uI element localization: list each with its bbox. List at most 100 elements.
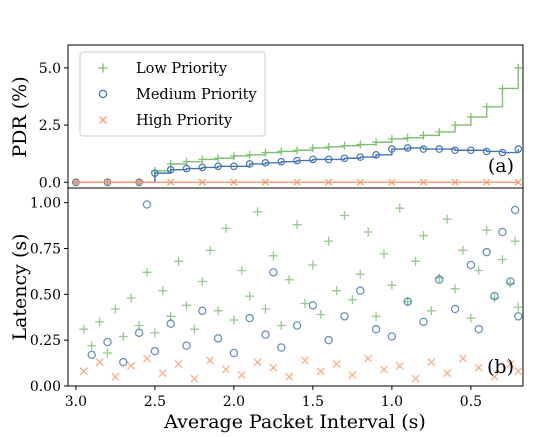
panel-b-xtick-label-1: 2.5 [144, 394, 166, 410]
panel-a-point-1-12 [293, 156, 301, 165]
panel-a-point-0-10 [261, 148, 270, 157]
panel-b-point-0-18 [221, 223, 231, 233]
panel-a-point-0-9 [245, 150, 254, 159]
panel-b-point-0-2 [95, 317, 105, 327]
panel-b-point-1-13 [269, 268, 278, 277]
panel-b-point-0-51 [482, 225, 492, 235]
panel-b-point-0-27 [292, 220, 302, 230]
panel-b-point-2-16 [332, 359, 341, 369]
panel-b-point-2-5 [158, 369, 167, 378]
panel-b-point-0-35 [355, 269, 365, 279]
legend-marker-1 [98, 89, 108, 99]
panel-a-point-1-14 [324, 155, 333, 164]
panel-b-point-2-24 [458, 354, 468, 363]
panel-b-point-0-25 [276, 321, 286, 330]
panel-b-point-0-46 [442, 214, 452, 224]
panel-b-point-0-44 [426, 306, 436, 316]
panel-a-point-0-7 [214, 154, 223, 163]
panel-b-frame [67, 187, 524, 387]
panel-b-point-1-1 [103, 337, 112, 347]
panel-a-point-0-24 [482, 102, 491, 111]
panel-b-xtick-label-3: 1.5 [302, 394, 324, 410]
panel-a-point-1-7 [214, 162, 222, 171]
panel-b-xtick-label-2: 2.0 [223, 394, 245, 410]
panel-a-point-1-17 [372, 151, 380, 159]
panel-a-point-0-5 [182, 157, 191, 166]
panel-b-point-1-0 [87, 350, 96, 360]
panel-a-point-0-23 [466, 113, 475, 122]
panel-b-point-0-16 [205, 245, 215, 255]
panel-b-point-2-8 [206, 356, 215, 365]
panel-b-point-1-14 [277, 343, 286, 352]
panel-a-tag: (a) [488, 155, 514, 177]
legend-label-0: Low Priority [136, 61, 228, 77]
panel-a-point-0-14 [324, 142, 333, 151]
panel-b-point-2-28 [514, 367, 523, 376]
panel-b-point-1-17 [324, 335, 333, 345]
panel-a-point-0-20 [419, 131, 428, 140]
panel-b-point-2-2 [111, 372, 120, 381]
panel-b-point-0-0 [79, 324, 89, 334]
panel-b-xtick-label-5: 0.5 [460, 394, 482, 410]
panel-b-point-1-19 [356, 286, 365, 295]
panel-b-point-0-26 [284, 275, 294, 285]
panel-b-point-2-27 [506, 359, 515, 369]
panel-b-point-1-31 [506, 277, 515, 286]
panel-b-point-0-1 [87, 341, 97, 351]
panel-a-point-1-26 [514, 145, 523, 153]
panel-b-ytick-label-3: 0.75 [30, 242, 61, 258]
panel-b-point-2-18 [364, 354, 373, 363]
panel-a-point-0-12 [293, 146, 302, 155]
panel-a-point-1-4 [166, 165, 175, 174]
panel-b-point-0-38 [379, 249, 389, 259]
panel-a-point-0-19 [403, 133, 412, 142]
panel-a-point-2-1 [103, 178, 112, 186]
legend-label-1: Medium Priority [136, 87, 257, 103]
panel-b-point-1-3 [134, 328, 144, 338]
panel-a-point-0-16 [356, 140, 365, 149]
panel-b-point-2-4 [142, 354, 152, 363]
panel-b-point-0-22 [253, 207, 263, 217]
panel-b-point-1-32 [510, 205, 520, 215]
panel-b-xtick-label-0: 3.0 [65, 394, 87, 410]
panel-b-point-2-7 [190, 374, 199, 383]
panel-b-point-0-37 [371, 311, 381, 321]
legend-marker-2 [98, 115, 108, 125]
panel-b-tag: (b) [487, 356, 514, 378]
panel-b-point-0-9 [150, 328, 160, 338]
panel-b-point-1-7 [182, 341, 191, 350]
panel-b-point-0-33 [339, 211, 349, 220]
panel-b-point-0-6 [126, 293, 136, 303]
panel-b-point-1-6 [166, 319, 175, 328]
panel-a-pdr-chart: 0.0 2.5 5.0 PDR (%) (a) Low Priority Medium… [9, 44, 524, 191]
panel-a-point-2-2 [135, 178, 143, 186]
panel-b-point-2-13 [285, 372, 294, 381]
panel-b-point-1-22 [403, 297, 412, 306]
panel-a-point-2-12 [451, 178, 459, 186]
panel-b-point-2-21 [411, 374, 420, 383]
panel-a-point-1-16 [356, 153, 365, 161]
panel-b-point-0-7 [134, 321, 144, 330]
panel-a-point-1-13 [309, 155, 317, 164]
panel-b-point-2-10 [237, 370, 246, 380]
panel-b-point-0-19 [229, 315, 239, 325]
panel-b-point-0-24 [268, 251, 278, 261]
panel-b-xlabel: Average Packet Interval (s) [163, 411, 426, 433]
panel-a-series-line-1 [75, 147, 519, 183]
panel-a-point-2-0 [72, 178, 80, 186]
panel-b-point-0-5 [118, 332, 128, 341]
legend-label-2: High Priority [136, 113, 233, 129]
panel-b-point-1-16 [308, 301, 318, 310]
panel-b-point-1-2 [119, 357, 128, 367]
panel-b-ytick-label-1: 0.25 [30, 333, 61, 349]
panel-b-point-2-9 [221, 365, 231, 374]
panel-b-point-0-40 [395, 203, 405, 213]
panel-b-point-1-26 [466, 260, 476, 270]
panel-b-point-0-49 [466, 313, 476, 323]
panel-b-ylabel: Latency (s) [9, 233, 31, 340]
panel-b-point-2-1 [95, 358, 104, 367]
panel-a-point-1-20 [419, 145, 428, 153]
panel-a-point-2-6 [261, 178, 270, 186]
panel-b-point-1-10 [229, 348, 239, 358]
